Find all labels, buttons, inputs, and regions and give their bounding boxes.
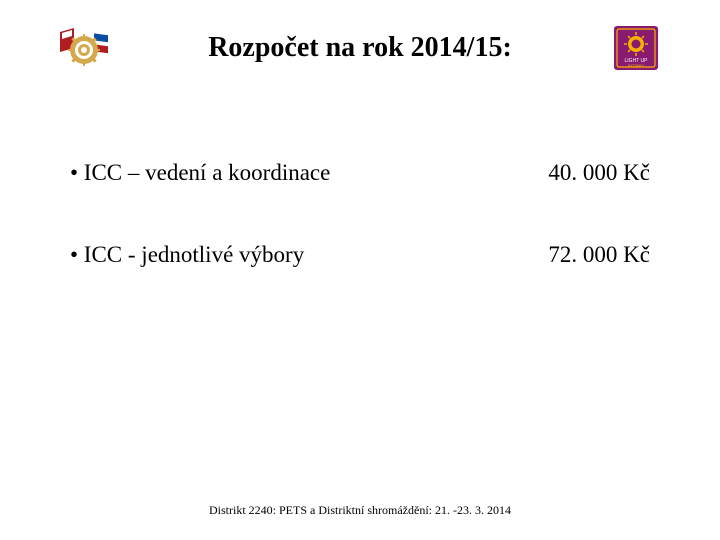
item-label: • ICC – vedení a koordinace [70, 160, 330, 186]
budget-line-item: • ICC - jednotlivé výbory 72. 000 Kč [70, 242, 650, 268]
item-label: • ICC - jednotlivé výbory [70, 242, 304, 268]
rotary-flags-logo [56, 24, 112, 72]
budget-line-item: • ICC – vedení a koordinace 40. 000 Kč [70, 160, 650, 186]
budget-list: • ICC – vedení a koordinace 40. 000 Kč •… [0, 72, 720, 268]
light-up-rotary-logo: LIGHT UP ROTARY [608, 24, 664, 72]
header-row: Rozpočet na rok 2014/15: LIGHT UP ROTARY [0, 0, 720, 72]
svg-text:ROTARY: ROTARY [628, 63, 645, 68]
item-amount: 72. 000 Kč [548, 242, 650, 268]
item-amount: 40. 000 Kč [548, 160, 650, 186]
page-title: Rozpočet na rok 2014/15: [112, 32, 608, 64]
footer-text: Distrikt 2240: PETS a Distriktní shromáž… [0, 503, 720, 518]
